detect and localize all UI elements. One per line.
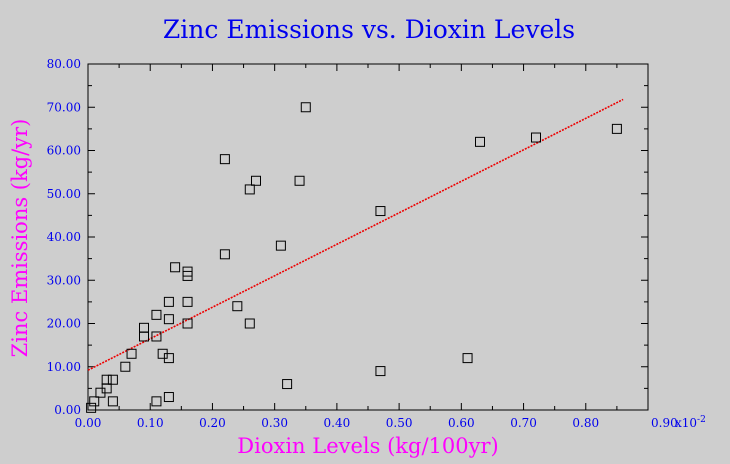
data-point (232, 301, 243, 312)
x-axis-scale-note: x10-2 (675, 415, 706, 430)
y-axis: 0.00 10.00 20.00 30.00 40.00 50.00 60.00 70.00 8… (47, 57, 648, 417)
x-tick-label: 0.10 (137, 416, 164, 430)
data-point (101, 374, 112, 385)
x-axis-scale-multiplier: x10 (675, 416, 697, 430)
data-point (182, 296, 193, 307)
data-point (244, 184, 255, 195)
data-point (139, 331, 149, 342)
plot-area (87, 63, 649, 411)
y-tick-label: 60.00 (47, 144, 81, 158)
data-point (170, 262, 181, 273)
data-point (139, 322, 149, 333)
data-point (163, 353, 174, 364)
x-tick-label: 0.00 (75, 416, 102, 430)
data-point (151, 331, 162, 342)
data-point (462, 353, 473, 364)
x-axis-title: Dioxin Levels (kg/100yr) (237, 434, 498, 458)
y-tick-label: 50.00 (47, 187, 81, 201)
data-point (611, 123, 622, 134)
data-point (151, 396, 162, 407)
x-tick-label: 0.40 (324, 416, 351, 430)
data-point (107, 396, 118, 407)
data-point (182, 318, 193, 329)
data-point (126, 348, 137, 359)
data-point (120, 361, 131, 372)
data-point (163, 314, 174, 325)
data-point (244, 318, 255, 329)
y-tick-label: 40.00 (47, 230, 81, 244)
y-tick-label: 20.00 (47, 317, 81, 331)
x-tick-label: 0.30 (261, 416, 288, 430)
y-tick-label: 10.00 (47, 360, 81, 374)
data-point (151, 309, 162, 320)
y-tick-label: 80.00 (47, 57, 81, 71)
y-tick-label: 30.00 (47, 273, 81, 287)
y-axis-title: Zinc Emissions (kg/yr) (8, 119, 32, 358)
x-axis: 0.00 0.10 0.20 0.30 0.40 0.50 0.60 0.70 0.80 0.90 (75, 64, 678, 430)
data-point (294, 175, 305, 186)
x-tick-label: 0.70 (510, 416, 537, 430)
trend-line (87, 98, 624, 371)
x-tick-label: 0.50 (386, 416, 413, 430)
x-tick-label: 0.20 (199, 416, 226, 430)
data-point (86, 402, 97, 413)
x-tick-label: 0.90 (651, 416, 678, 430)
data-point (475, 136, 485, 147)
data-point (219, 249, 230, 260)
data-point (282, 379, 293, 390)
data-point (300, 102, 311, 113)
data-point (163, 296, 174, 307)
data-point (375, 366, 386, 377)
data-point (251, 175, 261, 186)
data-point (275, 240, 286, 251)
x-axis-scale-exponent: -2 (697, 415, 706, 425)
data-point (375, 206, 386, 217)
data-point (89, 396, 100, 407)
data-points (86, 102, 622, 413)
data-point (219, 154, 230, 165)
data-point (182, 266, 193, 277)
data-point (107, 374, 118, 385)
x-tick-label: 0.80 (572, 416, 599, 430)
y-tick-label: 70.00 (47, 100, 81, 114)
y-tick-label: 0.00 (54, 403, 81, 417)
chart-title: Zinc Emissions vs. Dioxin Levels (163, 15, 575, 44)
data-point (163, 392, 174, 403)
data-point (531, 132, 541, 143)
x-tick-label: 0.60 (448, 416, 475, 430)
